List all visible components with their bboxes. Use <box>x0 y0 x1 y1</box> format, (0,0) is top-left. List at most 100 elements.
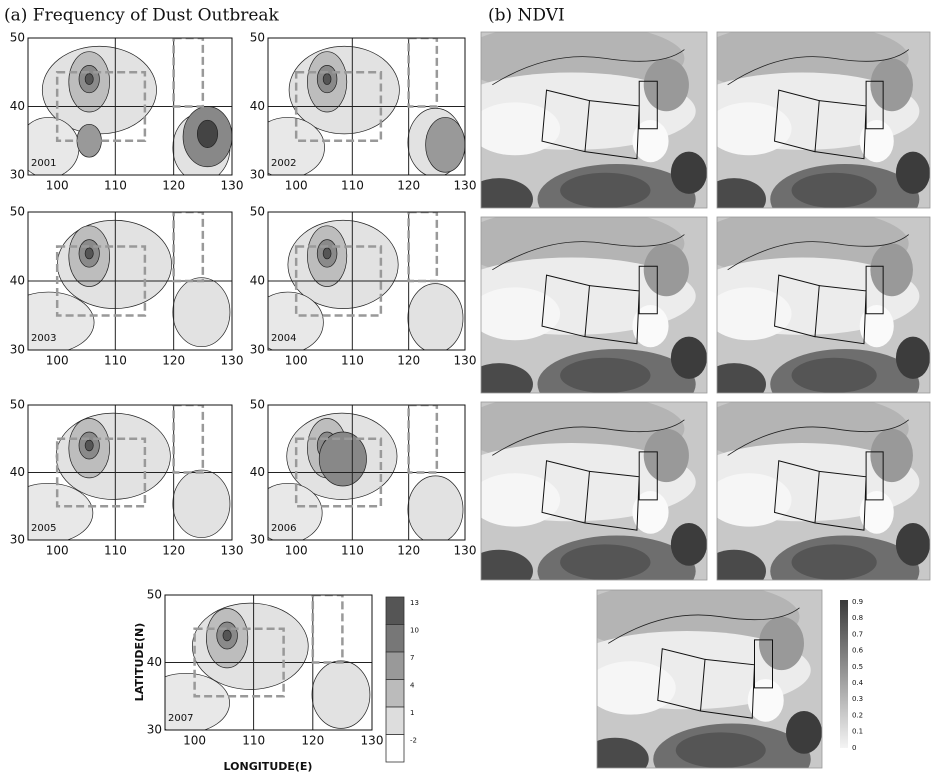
x-tick-label: 110 <box>341 544 364 558</box>
region-box <box>172 405 205 474</box>
x-tick-label: 130 <box>221 179 244 193</box>
contour-region <box>311 660 371 729</box>
dust-map: 2004 50 40 30 100 110 120 130 <box>250 205 477 368</box>
contour-region <box>268 117 325 175</box>
ndvi-field <box>597 590 822 768</box>
map-frame <box>480 31 708 209</box>
dust-map: 2007 50 40 30 100 110 120 130 <box>147 588 384 748</box>
ndvi-legend-label: 0.3 <box>852 695 863 703</box>
study-boxes <box>541 265 658 345</box>
contour-region <box>407 283 464 350</box>
ndvi-region <box>632 119 669 163</box>
ndvi-region <box>791 357 877 393</box>
region-box <box>294 437 383 508</box>
contour-region <box>268 482 323 540</box>
map-frame <box>480 216 708 394</box>
ndvi-region <box>870 428 913 483</box>
ndvi-field <box>717 402 930 580</box>
ndvi-field <box>481 402 707 580</box>
x-tick-label: 100 <box>46 354 69 368</box>
x-axis-label: LONGITUDE(E) <box>224 760 313 773</box>
ndvi-region <box>859 491 894 534</box>
x-tick-label: 120 <box>162 354 185 368</box>
map-frame <box>267 404 466 541</box>
dust-map: 2006 50 40 30 100 110 120 130 <box>250 398 477 558</box>
x-tick-label: 100 <box>46 179 69 193</box>
legend-label: 10 <box>410 627 419 635</box>
ndvi-region <box>481 178 533 208</box>
ndvi-region <box>747 679 784 722</box>
x-tick-label: 120 <box>162 544 185 558</box>
ndvi-legend-label: 0.2 <box>852 711 863 719</box>
y-tick-label: 40 <box>10 99 25 113</box>
contour-region <box>28 482 94 540</box>
ndvi-region <box>870 243 913 297</box>
ndvi-region <box>481 287 561 341</box>
y-tick-label: 30 <box>250 168 265 182</box>
contours <box>165 595 372 730</box>
legend-label: 13 <box>410 599 419 607</box>
x-tick-label: 130 <box>361 734 384 748</box>
ndvi-map <box>480 216 708 394</box>
year-label: 2001 <box>31 158 56 169</box>
y-tick-label: 40 <box>250 465 265 479</box>
map-frame <box>267 211 466 351</box>
y-tick-label: 30 <box>147 723 162 737</box>
contours <box>28 212 232 350</box>
y-tick-label: 40 <box>147 655 162 669</box>
ndvi-field <box>481 217 707 393</box>
dust-map: 2001 50 40 30 100 110 120 130 <box>10 31 244 193</box>
region-box <box>55 437 147 508</box>
ndvi-region <box>643 428 689 483</box>
border-line <box>492 49 685 86</box>
ndvi-legend-label: 0.8 <box>852 614 863 622</box>
map-frame <box>27 211 233 351</box>
legend-swatch <box>385 596 405 625</box>
region-box <box>55 71 147 142</box>
dust-map: 2002 50 40 30 100 110 120 130 <box>250 31 477 193</box>
legend-swatch <box>385 624 405 653</box>
ndvi-legend-label: 0 <box>852 744 856 752</box>
x-tick-label: 130 <box>454 179 477 193</box>
y-tick-label: 50 <box>10 398 25 412</box>
ndvi-region <box>859 305 894 348</box>
study-boxes <box>657 639 773 719</box>
ndvi-region <box>717 473 792 527</box>
legend-swatch <box>385 706 405 735</box>
legend-label: -2 <box>410 737 417 745</box>
region-box <box>311 595 344 664</box>
x-tick-label: 100 <box>285 354 308 368</box>
year-label: 2007 <box>168 713 193 724</box>
contour-region <box>407 475 464 540</box>
ndvi-region <box>675 732 766 768</box>
contours <box>268 405 465 540</box>
y-tick-label: 40 <box>250 99 265 113</box>
contour-region <box>165 672 230 730</box>
ndvi-region <box>717 287 792 341</box>
region-box <box>193 627 285 698</box>
ndvi-region <box>717 178 766 208</box>
map-frame <box>164 594 373 731</box>
region-box <box>407 212 439 283</box>
ndvi-map <box>716 216 931 394</box>
map-frame <box>716 401 931 581</box>
x-tick-label: 130 <box>221 354 244 368</box>
contours <box>28 38 232 175</box>
ndvi-region <box>670 151 707 194</box>
border-line <box>727 419 909 456</box>
ndvi-region <box>895 336 930 379</box>
contour-region <box>84 439 94 452</box>
year-label: 2003 <box>31 333 56 344</box>
legend-swatch <box>385 651 405 680</box>
x-tick-label: 110 <box>242 734 265 748</box>
region-box <box>294 245 383 317</box>
ndvi-region <box>643 243 689 297</box>
y-tick-label: 50 <box>250 31 265 45</box>
study-boxes <box>541 451 658 531</box>
ndvi-region <box>481 102 561 156</box>
border-line <box>492 419 685 456</box>
map-frame <box>267 37 466 176</box>
ndvi-legend-label: 0.9 <box>852 598 863 606</box>
border-line <box>492 234 685 271</box>
x-tick-label: 110 <box>104 179 127 193</box>
